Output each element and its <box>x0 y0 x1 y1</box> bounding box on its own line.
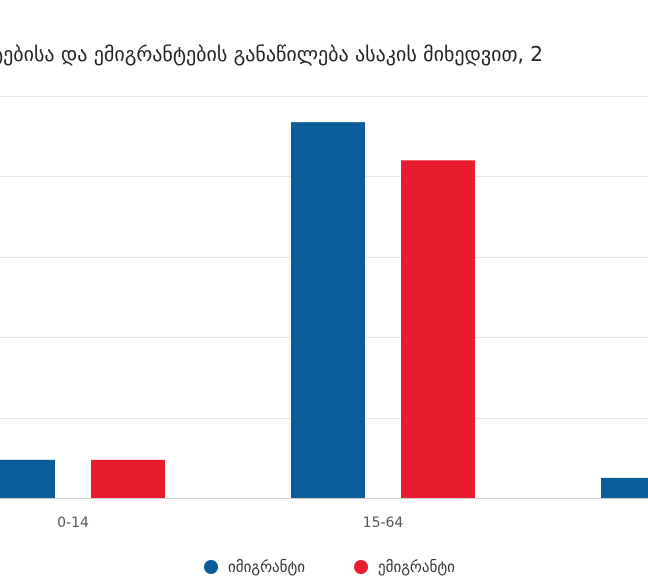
bar[interactable] <box>91 459 165 498</box>
legend-item-immigrant[interactable]: იმიგრანტი <box>204 553 305 581</box>
chart-title: ტებისა და ემიგრანტების განაწილება ასაკის… <box>0 36 648 72</box>
legend: იმიგრანტი ემიგრანტი <box>0 553 648 581</box>
legend-swatch-immigrant <box>204 560 218 574</box>
chart-title-text: ტებისა და ემიგრანტების განაწილება ასაკის… <box>0 42 543 66</box>
legend-label-emigrant: ემიგრანტი <box>378 558 455 576</box>
x-tick-labels: 0-14 15-64 <box>57 515 403 531</box>
legend-swatch-emigrant <box>354 560 368 574</box>
bar[interactable] <box>291 122 365 499</box>
legend-label-immigrant: იმიგრანტი <box>228 558 306 576</box>
x-tick-label: 15-64 <box>363 515 404 531</box>
legend-item-emigrant[interactable]: ემიგრანტი <box>354 553 455 581</box>
bar[interactable] <box>601 477 648 498</box>
bars <box>0 122 648 499</box>
bar[interactable] <box>0 459 55 498</box>
x-tick-label: 0-14 <box>57 515 89 531</box>
bar[interactable] <box>401 160 475 498</box>
